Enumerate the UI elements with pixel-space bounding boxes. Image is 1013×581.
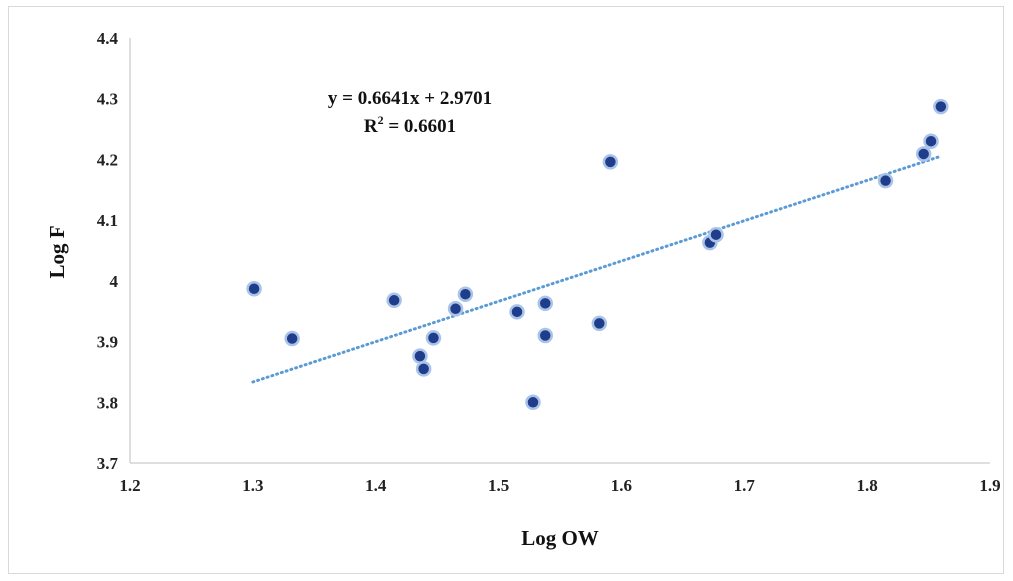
trendline bbox=[251, 154, 943, 384]
x-tick-label: 1.9 bbox=[979, 476, 1000, 495]
chart-frame bbox=[8, 6, 1004, 574]
y-tick-label: 4 bbox=[110, 272, 119, 291]
x-axis-label: Log OW bbox=[521, 526, 599, 550]
data-point bbox=[457, 286, 474, 302]
x-tick-labels: 1.2 1.3 1.4 1.5 1.6 1.7 1.8 1.9 bbox=[119, 476, 1000, 495]
y-tick-label: 4.2 bbox=[97, 150, 118, 169]
data-point bbox=[509, 304, 525, 320]
data-point bbox=[525, 394, 541, 411]
data-point bbox=[415, 361, 432, 377]
y-tick-label: 4.1 bbox=[97, 211, 118, 230]
data-point bbox=[708, 226, 724, 243]
x-tick-label: 1.5 bbox=[488, 476, 509, 495]
r-squared: R2 = 0.6601 bbox=[364, 113, 456, 137]
x-tick-label: 1.7 bbox=[734, 476, 756, 495]
data-point bbox=[877, 172, 894, 189]
x-tick-label: 1.8 bbox=[857, 476, 878, 495]
y-axis-label: Log F bbox=[45, 225, 69, 278]
x-tick-label: 1.3 bbox=[242, 476, 263, 495]
y-tick-label: 3.9 bbox=[97, 333, 118, 352]
data-point bbox=[425, 330, 442, 346]
data-point bbox=[412, 348, 428, 364]
x-tick-label: 1.4 bbox=[365, 476, 387, 495]
data-point bbox=[386, 292, 402, 309]
data-point bbox=[933, 98, 949, 115]
data-point bbox=[246, 281, 262, 297]
data-point bbox=[591, 315, 608, 332]
data-points bbox=[246, 98, 949, 411]
y-tick-label: 4.3 bbox=[97, 90, 118, 109]
r-squared-label: R bbox=[364, 116, 378, 137]
y-tick-label: 3.8 bbox=[97, 393, 118, 412]
data-point bbox=[537, 295, 554, 312]
y-tick-label: 4.4 bbox=[97, 29, 119, 48]
data-point bbox=[915, 146, 932, 162]
axes bbox=[129, 38, 990, 464]
r-squared-value: = 0.6601 bbox=[384, 116, 457, 137]
y-tick-labels: 3.7 3.8 3.9 4 4.1 4.2 4.3 4.4 bbox=[97, 29, 119, 473]
data-point bbox=[284, 330, 300, 347]
x-tick-label: 1.2 bbox=[119, 476, 140, 495]
data-point bbox=[923, 133, 939, 149]
data-point bbox=[602, 154, 619, 170]
data-point bbox=[537, 327, 554, 344]
data-point bbox=[447, 301, 464, 317]
r-squared-sup: 2 bbox=[378, 113, 384, 127]
x-tick-label: 1.6 bbox=[611, 476, 632, 495]
regression-equation: y = 0.6641x + 2.9701 bbox=[328, 88, 492, 109]
y-tick-label: 3.7 bbox=[97, 454, 119, 473]
